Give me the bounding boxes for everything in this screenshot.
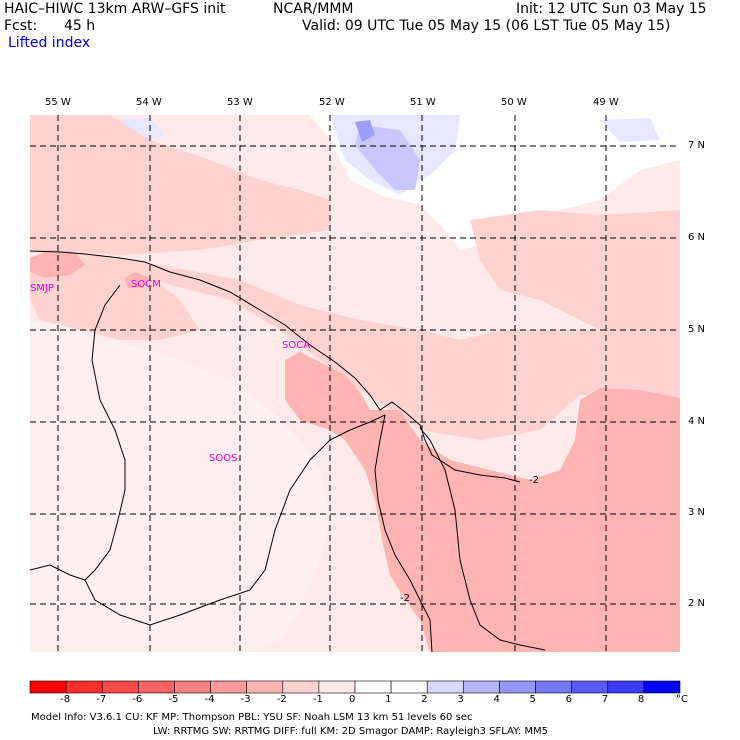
colorbar-tick-label: -7 bbox=[96, 694, 107, 705]
colorbar-tick-label: 1 bbox=[385, 694, 392, 705]
colorbar-tick-label: -5 bbox=[168, 694, 179, 705]
contour-label: -2 bbox=[529, 475, 539, 486]
colorbar-tick-label: -2 bbox=[276, 694, 287, 705]
footer-model-info: Model Info: V3.6.1 CU: KF MP: Thompson P… bbox=[31, 712, 473, 723]
station-label: SOOS bbox=[209, 453, 238, 464]
lon-label: 51 W bbox=[410, 97, 436, 108]
colorbar-units: °C bbox=[676, 694, 688, 705]
colorbar-cell bbox=[354, 680, 392, 694]
colorbar-cell bbox=[426, 680, 464, 694]
field-light-region bbox=[30, 320, 330, 652]
colorbar-cell bbox=[65, 680, 103, 694]
footer-physics-info: LW: RRTMG SW: RRTMG DIFF: full KM: 2D Sm… bbox=[153, 726, 549, 737]
lon-label: 50 W bbox=[501, 97, 527, 108]
colorbar-cell bbox=[571, 680, 609, 694]
field-minus2-region bbox=[124, 272, 150, 288]
colorbar-tick-label: -1 bbox=[312, 694, 323, 705]
colorbar-cell bbox=[174, 680, 211, 694]
field-negative-region bbox=[30, 115, 330, 255]
colorbar-tick-label: 8 bbox=[637, 694, 645, 705]
field-negative-region bbox=[30, 250, 680, 440]
lat-label: 2 N bbox=[688, 598, 706, 609]
fcst-value: 45 h bbox=[64, 18, 96, 34]
colorbar-cell bbox=[246, 680, 284, 694]
lon-label: 53 W bbox=[227, 97, 253, 108]
lat-label: 4 N bbox=[688, 416, 706, 427]
colorbar-cell bbox=[535, 680, 572, 694]
lon-label: 52 W bbox=[319, 97, 345, 108]
coastline-borders bbox=[29, 250, 546, 653]
lat-label: 6 N bbox=[688, 232, 706, 243]
colorbar-tick-label: 7 bbox=[601, 694, 609, 705]
init-time: Init: 12 UTC Sun 03 May 15 bbox=[516, 1, 707, 17]
colorbar-tick-label: 6 bbox=[565, 694, 573, 705]
field-positive-core bbox=[355, 120, 375, 142]
colorbar-tick-label: 0 bbox=[349, 694, 356, 705]
station-label: SMJP bbox=[30, 283, 54, 294]
graticule bbox=[30, 115, 680, 652]
field-positive-region bbox=[600, 118, 660, 142]
lat-label: 5 N bbox=[688, 324, 706, 335]
colorbar-cell bbox=[607, 680, 645, 694]
colorbar-tick-label: -4 bbox=[204, 694, 215, 705]
fcst-label: Fcst: bbox=[4, 18, 38, 34]
model-title: HAIC–HIWC 13km ARW–GFS init bbox=[4, 1, 226, 17]
field-name: Lifted index bbox=[8, 35, 91, 51]
colorbar-cell bbox=[210, 680, 247, 694]
colorbar-cell bbox=[29, 680, 67, 694]
field-positive-region bbox=[355, 125, 420, 190]
colorbar-cell bbox=[463, 680, 500, 694]
colorbar-tick-label: 2 bbox=[421, 694, 428, 705]
lon-label: 54 W bbox=[136, 97, 162, 108]
field-positive-region bbox=[115, 118, 165, 140]
colorbar-cell bbox=[282, 680, 320, 694]
station-label: SOCA bbox=[282, 340, 311, 351]
contour-label: -2 bbox=[400, 593, 410, 604]
org-label: NCAR/MMM bbox=[273, 1, 354, 17]
colorbar-cell bbox=[138, 680, 175, 694]
colorbar-cell bbox=[499, 680, 536, 694]
colorbar-tick-label: 3 bbox=[457, 694, 464, 705]
colorbar-cell bbox=[390, 680, 428, 694]
colorbar-tick-label: 4 bbox=[493, 694, 500, 705]
lat-label: 7 N bbox=[688, 140, 706, 151]
lat-label: 3 N bbox=[688, 507, 706, 518]
colorbar-cell bbox=[643, 680, 681, 694]
field-minus2-region bbox=[285, 352, 680, 652]
station-label: SOCM bbox=[131, 279, 161, 290]
lon-label: 55 W bbox=[45, 97, 71, 108]
colorbar-tick-label: -6 bbox=[132, 694, 143, 705]
colorbar-tick-label: -3 bbox=[240, 694, 251, 705]
field-minus2-region bbox=[30, 250, 85, 278]
field-negative-region bbox=[470, 210, 680, 330]
valid-time: Valid: 09 UTC Tue 05 May 15 (06 LST Tue … bbox=[302, 18, 671, 34]
colorbar-cell bbox=[101, 680, 139, 694]
colorbar-tick-label: -8 bbox=[60, 694, 71, 705]
colorbar-tick-label: 5 bbox=[529, 694, 536, 705]
colorbar-cell bbox=[318, 680, 356, 694]
colorbar bbox=[29, 680, 681, 694]
lon-label: 49 W bbox=[593, 97, 619, 108]
